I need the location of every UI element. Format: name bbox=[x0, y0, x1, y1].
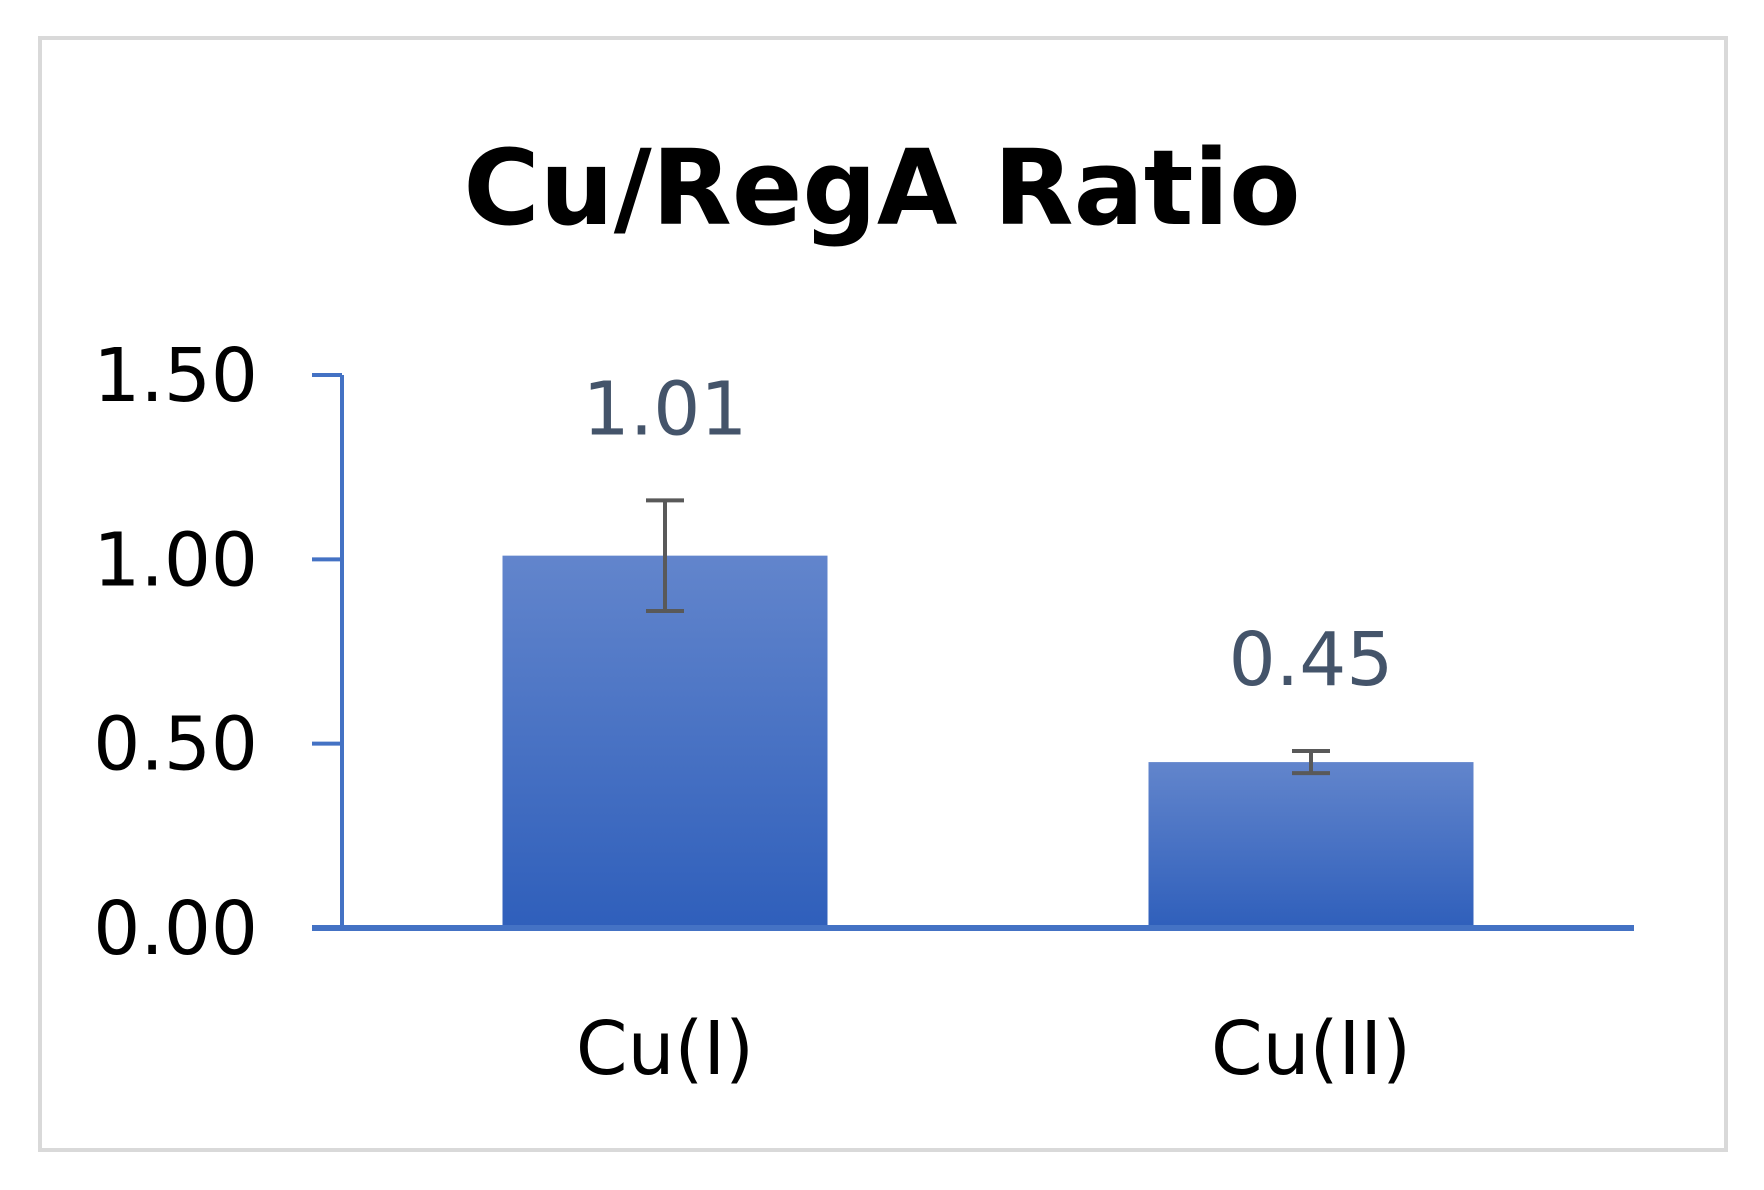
bar bbox=[502, 555, 828, 928]
chart-frame bbox=[38, 36, 1728, 1152]
y-tick-label: 1.00 bbox=[93, 517, 258, 603]
y-tick-label: 1.50 bbox=[93, 333, 258, 419]
data-label: 0.45 bbox=[1229, 617, 1394, 703]
chart-title: Cu/RegA Ratio bbox=[463, 127, 1300, 249]
data-label: 1.01 bbox=[583, 366, 748, 452]
bar bbox=[1148, 762, 1474, 928]
y-tick-label: 0.50 bbox=[93, 702, 258, 788]
x-category-label: Cu(I) bbox=[576, 1006, 754, 1092]
y-tick-label: 0.00 bbox=[93, 886, 258, 972]
x-category-label: Cu(II) bbox=[1211, 1006, 1411, 1092]
